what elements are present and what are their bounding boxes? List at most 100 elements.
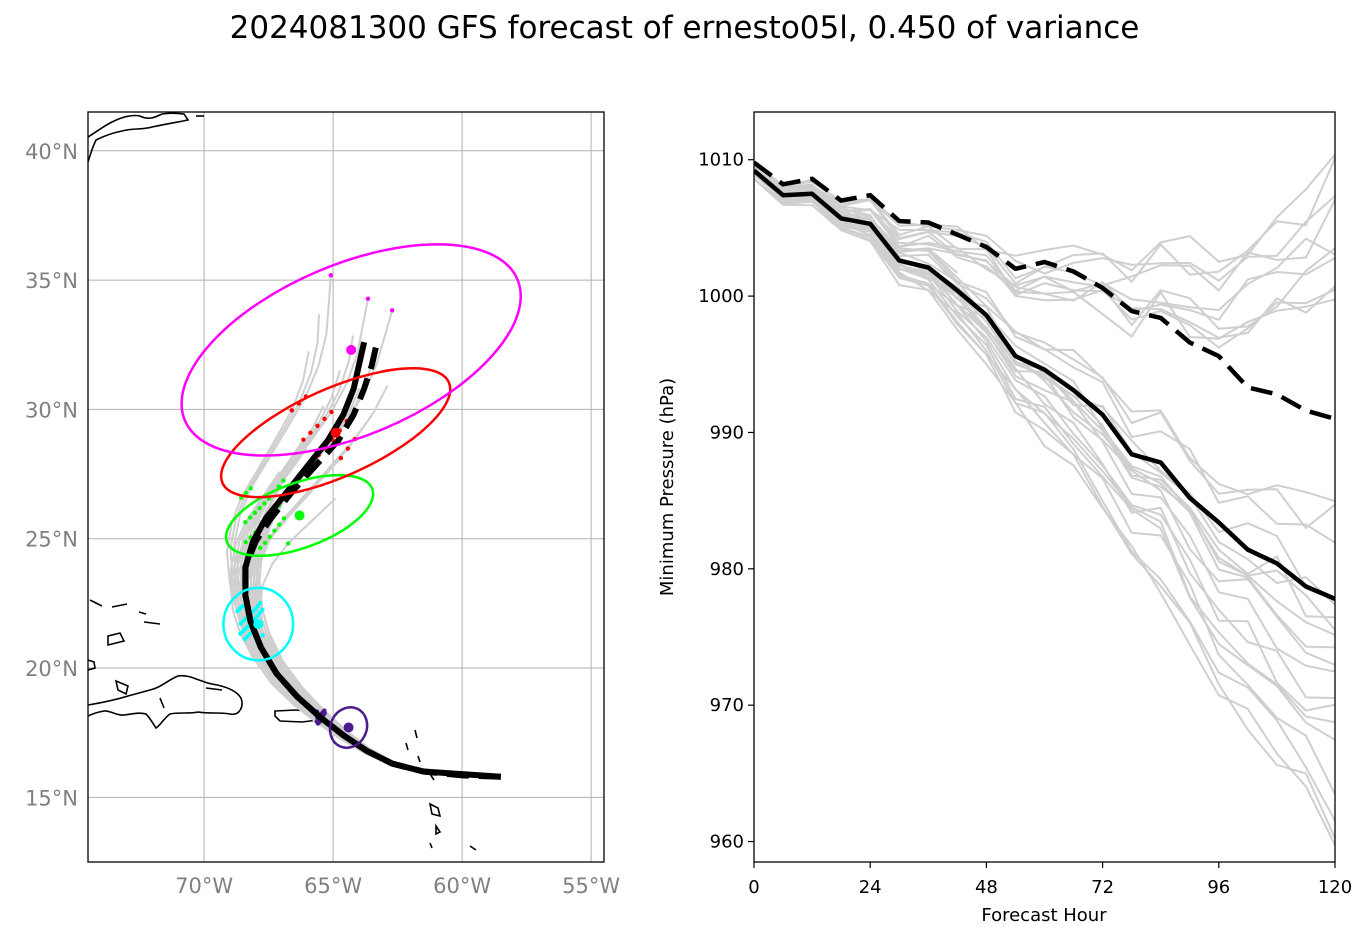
pressure-ticks: 0 24 48 72 96 120 960 970 980 990 1000 1010 — [698, 150, 1352, 898]
pressure-y-tick-label: 960 — [710, 832, 744, 853]
ensemble-point — [257, 610, 263, 615]
map-y-tick-label: 40°N — [25, 140, 78, 164]
ellipse-center-marker — [346, 344, 357, 355]
ensemble-point — [267, 534, 272, 540]
pressure-x-tick-label: 48 — [975, 877, 998, 898]
map-panel: 70°W 65°W 60°W 55°W 15°N 20°N 25°N 30°N 35°N 40°N — [25, 111, 620, 898]
map-x-tick-label: 60°W — [433, 874, 491, 898]
ensemble-point — [257, 505, 262, 511]
map-frame — [87, 111, 605, 863]
ensemble-point — [255, 613, 260, 618]
ensemble-point — [247, 632, 252, 637]
pressure-x-tick-label: 120 — [1318, 877, 1352, 898]
ensemble-point — [315, 423, 320, 429]
pressure-ensemble-line — [754, 165, 1335, 673]
ensemble-track — [246, 489, 501, 778]
ensemble-point — [240, 604, 245, 609]
ensemble-point — [262, 540, 268, 546]
ensemble-track — [249, 350, 501, 778]
ensemble-point — [277, 522, 282, 527]
pressure-x-tick-label: 24 — [859, 877, 882, 898]
ensemble-point — [260, 607, 265, 613]
ensemble-track — [236, 405, 501, 778]
pressure-ensemble-lines — [754, 154, 1335, 846]
map-y-tick-label: 20°N — [25, 657, 78, 681]
ensemble-point — [285, 541, 291, 546]
ensemble-point — [260, 633, 265, 638]
ensemble-point — [258, 545, 263, 551]
ensemble-point — [308, 430, 313, 435]
pressure-ensemble-line — [754, 173, 1335, 312]
pressure-ensemble-line — [754, 173, 1335, 839]
ensemble-point — [272, 528, 277, 533]
ensemble-point — [301, 437, 306, 442]
coastline-hispaniola — [88, 674, 243, 730]
pressure-frame — [753, 111, 1336, 863]
map-mean-tracks — [242, 341, 502, 780]
map-y-tick-label: 30°N — [25, 398, 78, 422]
uncertainty-ellipse — [180, 243, 522, 457]
figure-title: 2024081300 GFS forecast of ernesto05l, 0… — [229, 10, 1140, 46]
pressure-y-tick-label: 1010 — [698, 150, 744, 171]
pressure-mean-dashed — [754, 160, 1335, 421]
uncertainty-ellipse — [328, 706, 369, 750]
ensemble-track — [255, 525, 501, 778]
ensemble-track — [255, 448, 501, 778]
ensemble-track — [246, 387, 501, 778]
pressure-ensemble-line — [754, 173, 1335, 602]
ensemble-point — [281, 478, 286, 483]
pressure-y-tick-label: 1000 — [698, 286, 744, 307]
ensemble-point — [243, 539, 248, 545]
map-y-tick-label: 25°N — [25, 528, 78, 552]
ensemble-track — [255, 384, 501, 778]
ensemble-track — [249, 457, 501, 778]
ellipse-center-marker — [294, 510, 305, 521]
ensemble-point — [338, 455, 344, 461]
pressure-y-axis-label: Minimum Pressure (hPa) — [657, 378, 678, 596]
pressure-y-tick-label: 970 — [710, 695, 744, 716]
pressure-ensemble-line — [754, 178, 1335, 846]
ensemble-track — [258, 497, 501, 778]
ensemble-point — [243, 490, 249, 496]
map-coastlines — [88, 112, 477, 851]
map-x-tick-label: 70°W — [175, 874, 233, 898]
coastline-antilles — [405, 729, 477, 851]
ensemble-point — [255, 603, 261, 609]
map-x-tick-label: 55°W — [562, 874, 620, 898]
ensemble-point — [281, 516, 287, 521]
uncertainty-ellipse — [222, 586, 295, 662]
ensemble-point — [248, 486, 253, 491]
ensemble-track — [252, 310, 501, 778]
map-uncertainty-ellipses — [180, 243, 522, 750]
uncertainty-ellipse — [219, 367, 452, 499]
map-y-tick-label: 35°N — [25, 269, 78, 293]
pressure-mean-lines — [754, 160, 1335, 601]
pressure-ensemble-line — [754, 154, 1335, 272]
ensemble-point — [345, 446, 351, 451]
pressure-x-axis-label: Forecast Hour — [981, 905, 1107, 926]
ensemble-point — [389, 308, 395, 313]
pressure-mean-solid — [754, 168, 1335, 601]
ensemble-track — [252, 422, 501, 778]
ellipse-center-marker — [253, 619, 264, 630]
pressure-ensemble-line — [754, 169, 1335, 741]
ensemble-point — [258, 600, 263, 606]
ensemble-point — [243, 519, 248, 525]
map-y-tick-label: 15°N — [25, 786, 78, 810]
ensemble-track — [232, 275, 501, 778]
map-tick-labels: 70°W 65°W 60°W 55°W 15°N 20°N 25°N 30°N 35°N 40°N — [25, 140, 620, 898]
pressure-ensemble-line — [754, 161, 1335, 649]
coastline-bahamas — [89, 599, 223, 709]
ensemble-point — [252, 510, 258, 516]
map-x-tick-label: 65°W — [304, 874, 362, 898]
pressure-x-tick-label: 72 — [1091, 877, 1114, 898]
pressure-panel: 0 24 48 72 96 120 960 970 980 990 1000 1010 Forecas… — [657, 111, 1352, 926]
pressure-y-tick-label: 980 — [710, 559, 744, 580]
ensemble-track — [249, 519, 501, 778]
ellipse-center-marker — [343, 722, 354, 733]
uncertainty-ellipse — [224, 473, 375, 557]
ensemble-point — [329, 409, 334, 415]
ensemble-point — [322, 416, 327, 422]
ellipse-center-marker — [330, 427, 341, 438]
